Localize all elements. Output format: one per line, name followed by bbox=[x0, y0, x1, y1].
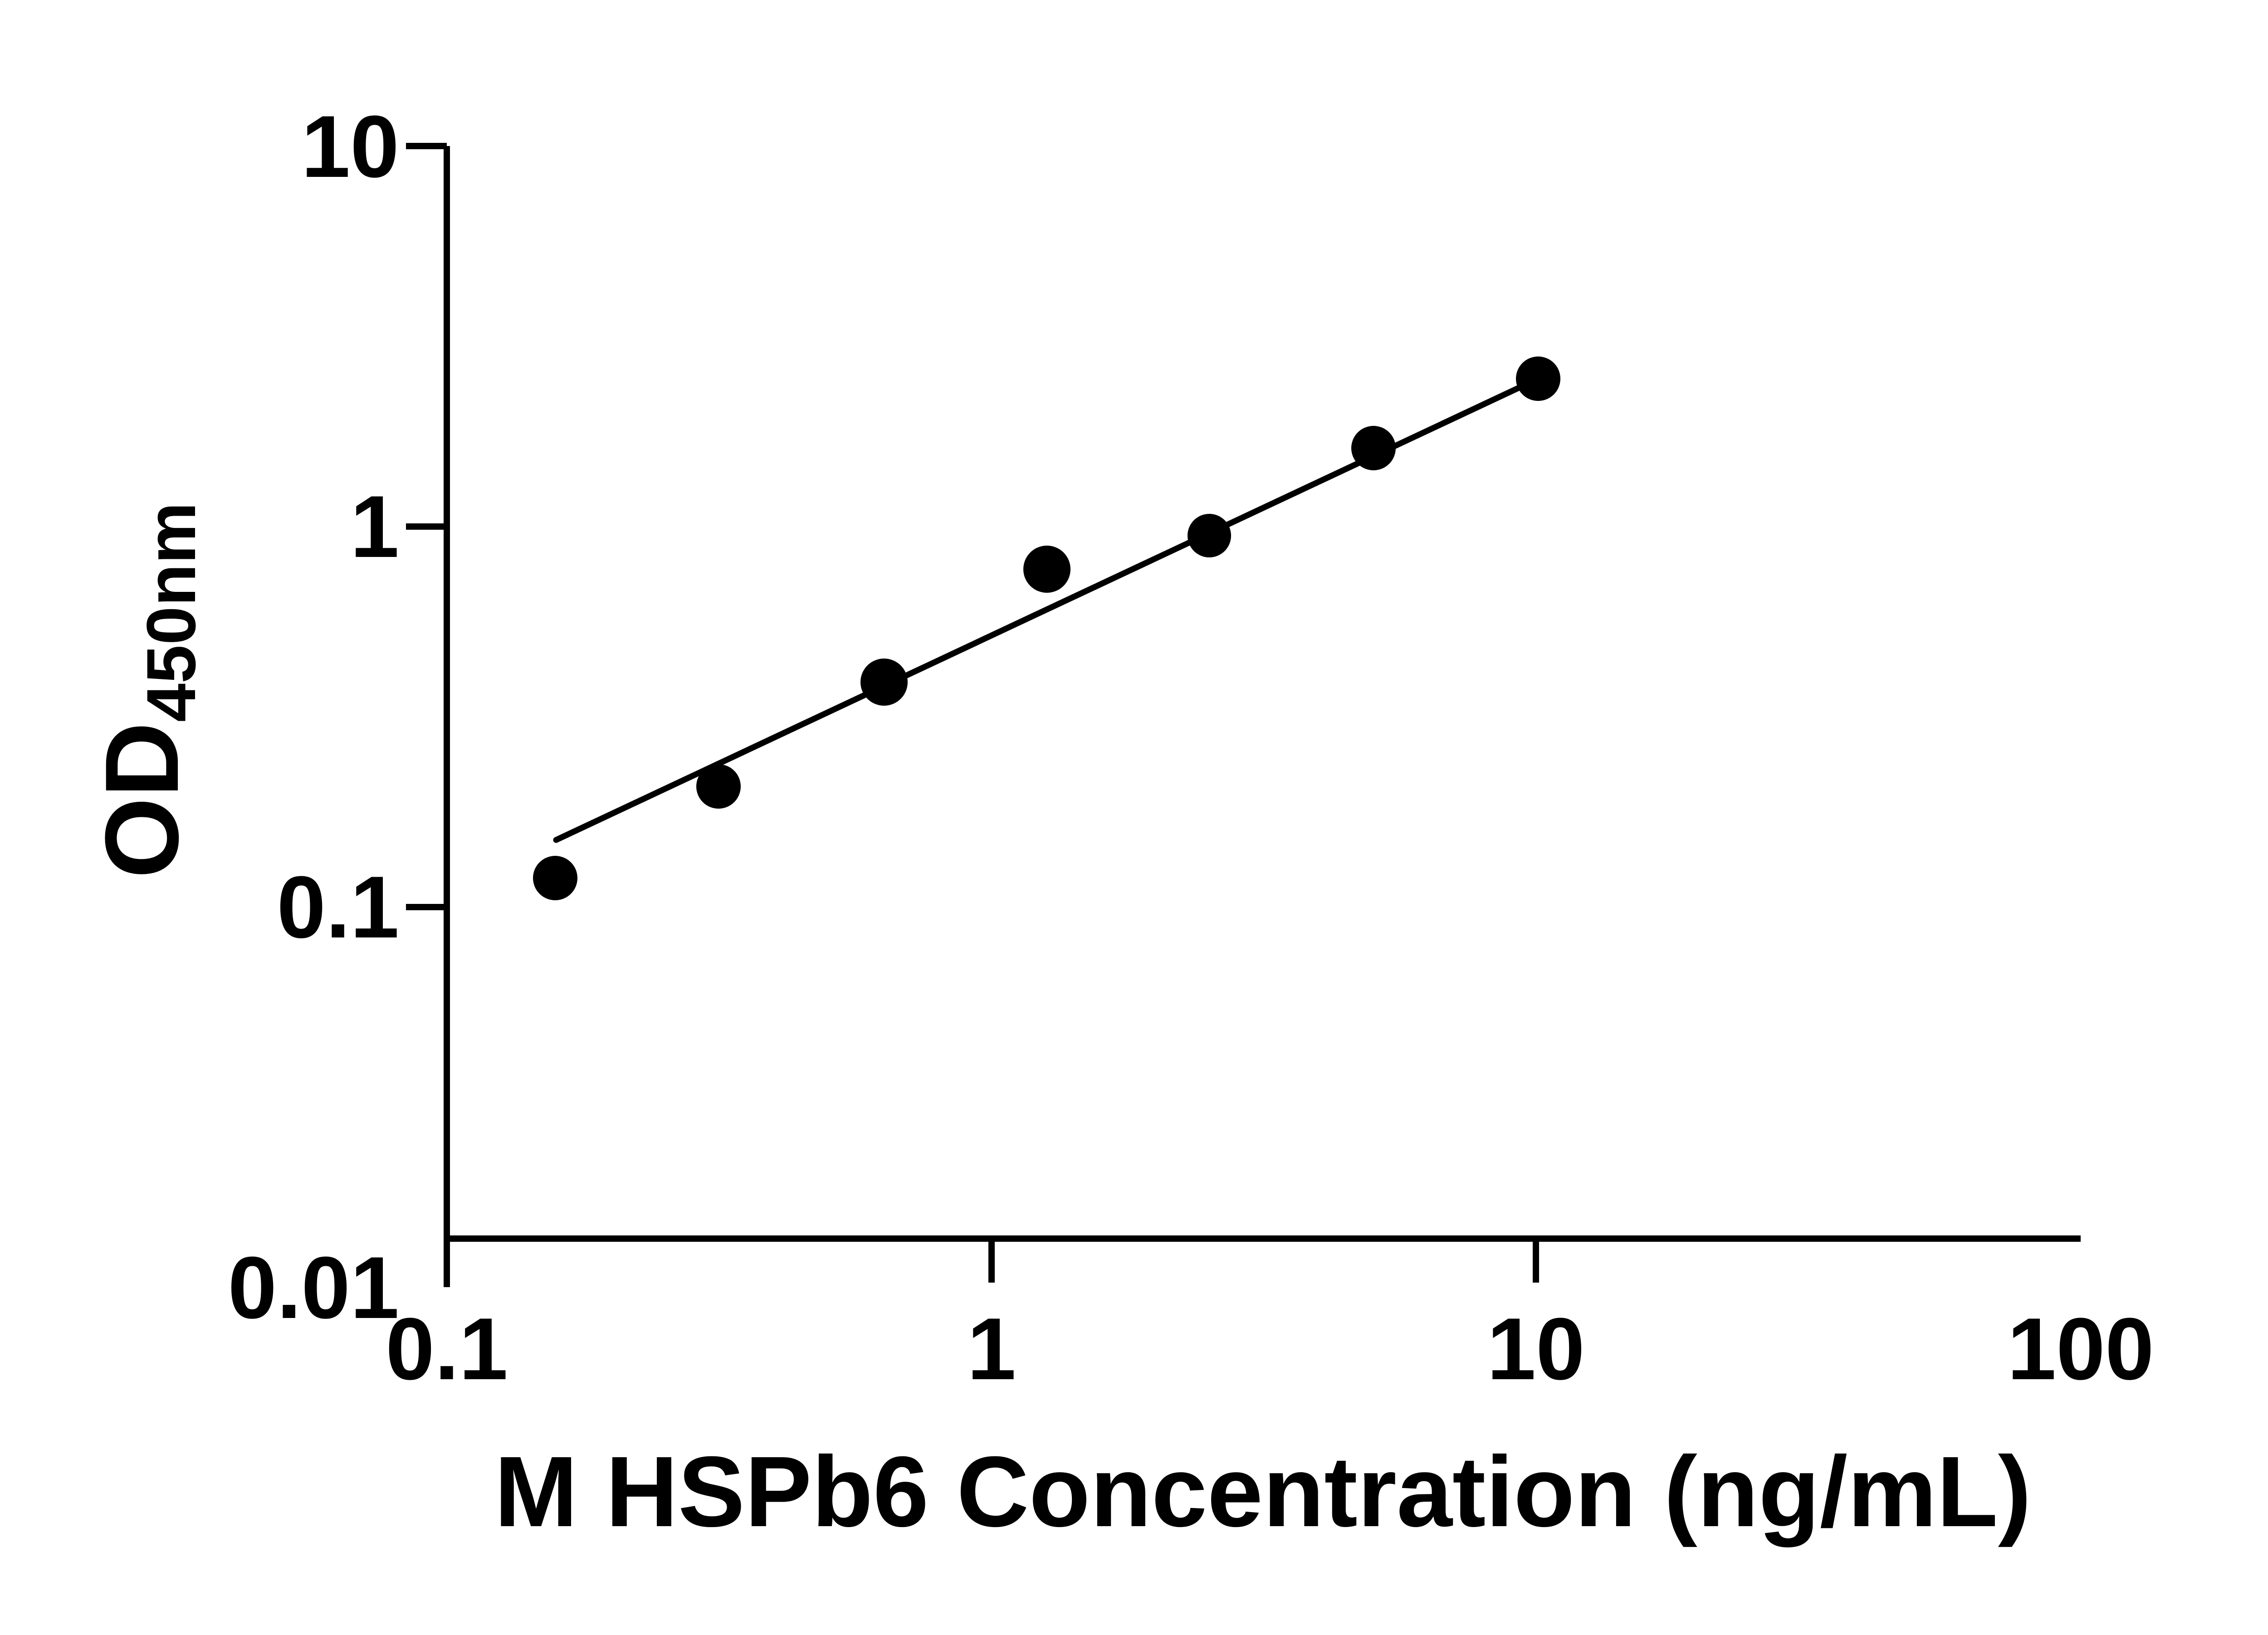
svg-text:10: 10 bbox=[1487, 1300, 1585, 1398]
svg-text:100: 100 bbox=[2007, 1300, 2154, 1398]
svg-text:1: 1 bbox=[350, 478, 399, 576]
svg-text:10: 10 bbox=[301, 98, 399, 196]
svg-text:0.1: 0.1 bbox=[277, 858, 399, 957]
svg-text:0.01: 0.01 bbox=[228, 1239, 399, 1337]
svg-text:0.1: 0.1 bbox=[386, 1300, 508, 1398]
svg-text:M HSPb6 Concentration (ng/mL): M HSPb6 Concentration (ng/mL) bbox=[494, 1435, 2032, 1547]
svg-text:1: 1 bbox=[967, 1300, 1016, 1398]
